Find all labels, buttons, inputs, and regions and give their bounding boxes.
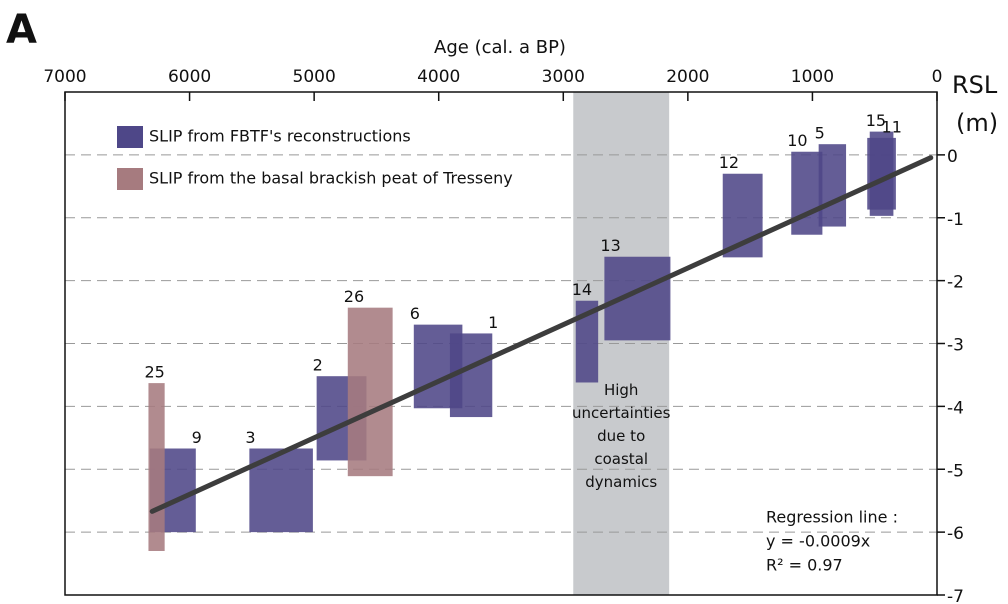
box-label: 12: [719, 153, 739, 172]
y-axis-title: RSL: [952, 71, 998, 99]
regression-text: Regression line :: [766, 508, 898, 527]
band-annotation: dynamics: [585, 473, 657, 491]
box-label: 13: [600, 236, 620, 255]
y-axis-title: (m): [956, 109, 998, 137]
y-tick-label: 0: [947, 147, 958, 167]
box-label: 14: [572, 280, 592, 299]
box-label: 6: [410, 304, 420, 323]
slip-box: [575, 300, 599, 383]
box-label: 5: [815, 124, 825, 143]
legend-swatch: [117, 126, 143, 148]
x-tick-label: 1000: [791, 67, 834, 87]
regression-text: y = -0.0009x: [766, 532, 870, 551]
x-tick-label: 2000: [666, 67, 709, 87]
band-annotation: coastal: [594, 450, 648, 468]
x-tick-label: 5000: [293, 67, 336, 87]
slip-box: [148, 383, 165, 551]
box-label: 25: [144, 363, 164, 382]
y-tick-label: -4: [947, 398, 964, 418]
slip-box: [818, 144, 847, 227]
y-tick-label: -5: [947, 461, 964, 481]
slip-box: [791, 151, 823, 235]
y-tick-label: -2: [947, 273, 964, 293]
y-tick-label: -6: [947, 524, 964, 544]
x-tick-label: 4000: [417, 67, 460, 87]
slip-box: [347, 307, 393, 477]
x-tick-label: 0: [932, 67, 943, 87]
y-tick-label: -7: [947, 587, 964, 604]
x-axis-title: Age (cal. a BP): [434, 37, 566, 58]
box-label: 15: [866, 111, 886, 130]
panel-label: A: [6, 7, 37, 53]
slip-box: [604, 256, 671, 341]
legend-label: SLIP from FBTF's reconstructions: [149, 127, 411, 146]
box-label: 3: [245, 428, 255, 447]
y-tick-label: -3: [947, 336, 964, 356]
box-label: 9: [192, 428, 202, 447]
x-tick-label: 7000: [43, 67, 86, 87]
box-label: 2: [313, 356, 323, 375]
legend-label: SLIP from the basal brackish peat of Tre…: [149, 169, 513, 188]
box-label: 11: [882, 117, 902, 136]
x-tick-label: 6000: [168, 67, 211, 87]
regression-text: R² = 0.97: [766, 556, 843, 575]
legend-swatch: [117, 168, 143, 190]
x-tick-label: 3000: [542, 67, 585, 87]
box-label: 26: [344, 287, 364, 306]
box-label: 1: [488, 313, 498, 332]
band-annotation: uncertainties: [572, 404, 671, 422]
box-label: 10: [787, 131, 807, 150]
regression-line: [149, 155, 934, 514]
band-annotation: High: [604, 381, 638, 399]
band-annotation: due to: [597, 427, 645, 445]
y-tick-label: -1: [947, 210, 964, 230]
